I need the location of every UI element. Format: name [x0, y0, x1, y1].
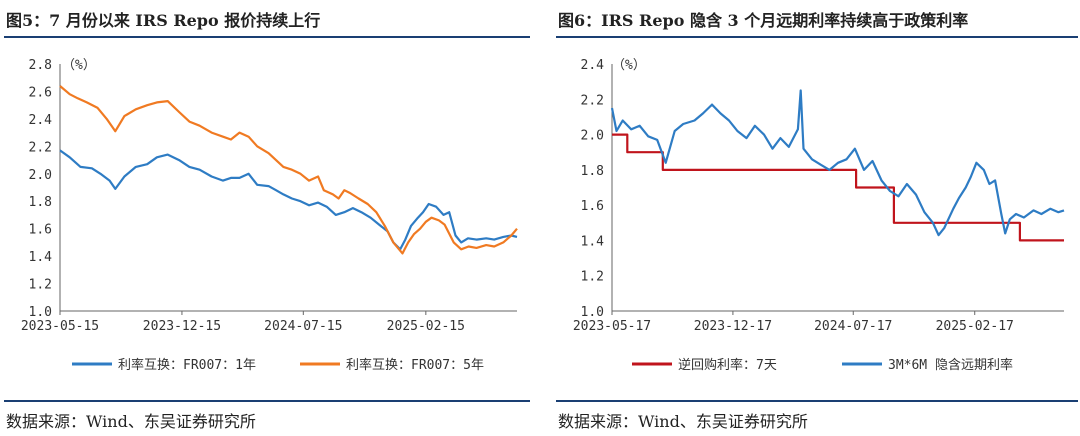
left-y-tick-label: 2.8: [29, 58, 52, 73]
left-legend-label-2: 利率互换：FR007：5年: [346, 357, 484, 373]
left-x-tick-label: 2023-05-15: [21, 319, 99, 334]
right-y-tick-label: 2.0: [581, 129, 604, 144]
right-series-line-1: [612, 133, 1064, 242]
right-x-tick-label: 2025-02-17: [936, 319, 1014, 334]
left-x-tick-label: 2023-12-15: [143, 319, 221, 334]
right-title-rule: [556, 36, 1078, 38]
right-unit-label: （%）: [612, 58, 646, 73]
right-series-line-2: [610, 89, 1065, 237]
left-y-tick-label: 2.6: [29, 85, 52, 100]
right-y-tick-label: 1.0: [581, 305, 604, 320]
right-panel: 图6：IRS Repo 隐含 3 个月远期利率持续高于政策利率 （%） 2.4 2.…: [552, 0, 1080, 436]
left-y-tick-label: 1.0: [29, 305, 52, 320]
right-legend-label-1: 逆回购利率：7天: [678, 357, 777, 373]
left-panel: 图5：7 月份以来 IRS Repo 报价持续上行 （%） 2.8 2.6 2.4 2.…: [0, 0, 530, 436]
left-figure-title: 图5：7 月份以来 IRS Repo 报价持续上行: [6, 11, 321, 30]
left-legend-label-1: 利率互换：FR007：1年: [118, 357, 256, 373]
right-x-tick-label: 2024-07-17: [814, 319, 892, 334]
left-y-tick-label: 2.2: [29, 140, 52, 155]
right-data-source: 数据来源：Wind、东吴证券研究所: [558, 412, 808, 431]
left-y-tick-label: 1.6: [29, 223, 52, 238]
left-unit-label: （%）: [62, 58, 96, 73]
right-y-tick-label: 1.2: [581, 270, 604, 285]
left-y-tick-label: 1.4: [29, 250, 53, 265]
left-x-tick-label: 2025-02-15: [387, 319, 465, 334]
left-series-line-2: [59, 85, 518, 255]
right-legend-label-2: 3M*6M 隐含远期利率: [888, 357, 1013, 373]
left-y-tick-label: 2.4: [29, 113, 53, 128]
right-y-tick-label: 2.4: [581, 58, 605, 73]
right-y-tick-label: 1.6: [581, 199, 604, 214]
right-y-tick-label: 1.8: [581, 164, 604, 179]
right-y-tick-label: 1.4: [581, 234, 605, 249]
left-chart: （%） 2.8 2.6 2.4 2.2 2.0 1.8 1.6 1.4 1.2 1.02023-05…: [21, 58, 518, 373]
left-data-source: 数据来源：Wind、东吴证券研究所: [6, 412, 256, 431]
left-y-tick-label: 1.8: [29, 195, 52, 210]
left-x-tick-label: 2024-07-15: [264, 319, 342, 334]
left-source-rule: [4, 400, 530, 402]
right-y-tick-label: 2.2: [581, 93, 604, 108]
left-title-rule: [4, 36, 530, 38]
left-series-line-1: [59, 149, 518, 251]
right-figure-title: 图6：IRS Repo 隐含 3 个月远期利率持续高于政策利率: [558, 11, 969, 30]
right-x-tick-label: 2023-05-17: [573, 319, 651, 334]
right-source-rule: [556, 400, 1078, 402]
right-x-tick-label: 2023-12-17: [694, 319, 772, 334]
left-y-tick-label: 1.2: [29, 278, 52, 293]
left-y-tick-label: 2.0: [29, 168, 52, 183]
